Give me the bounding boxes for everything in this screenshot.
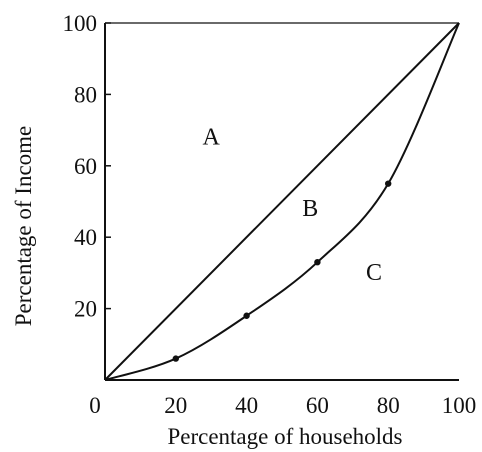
y-tick-label: 40 xyxy=(74,225,97,250)
y-tick-label: 60 xyxy=(74,154,97,179)
x-tick-label: 40 xyxy=(235,393,258,418)
lorenz-data-point xyxy=(314,258,321,266)
x-tick-label: 100 xyxy=(442,393,477,418)
marker-layer xyxy=(172,180,392,362)
plot-frame xyxy=(104,22,459,381)
lorenz-data-point xyxy=(172,355,179,362)
x-tick-label: 60 xyxy=(306,393,329,418)
x-axis-tick-labels: 0 20 40 60 80 100 xyxy=(89,393,476,418)
region-labels: A B C xyxy=(203,124,383,286)
x-tick-label: 0 xyxy=(89,393,101,418)
lorenz-data-point xyxy=(385,180,392,187)
lorenz-data-point xyxy=(243,312,250,319)
x-axis-title: Percentage of households xyxy=(167,424,402,449)
series-layer xyxy=(104,22,460,381)
y-axis-tick-labels: 20 40 60 80 100 xyxy=(63,11,111,322)
x-tick-label: 80 xyxy=(377,393,400,418)
region-label-b: B xyxy=(302,196,318,222)
y-tick-label: 100 xyxy=(63,11,98,36)
line-of-equality xyxy=(104,22,460,381)
region-label-c: C xyxy=(366,260,382,286)
y-tick-label: 20 xyxy=(74,297,97,322)
y-axis-title: Percentage of Income xyxy=(11,126,36,327)
x-tick-label: 20 xyxy=(164,393,187,418)
y-tick-label: 80 xyxy=(74,82,97,107)
region-label-a: A xyxy=(203,124,221,150)
